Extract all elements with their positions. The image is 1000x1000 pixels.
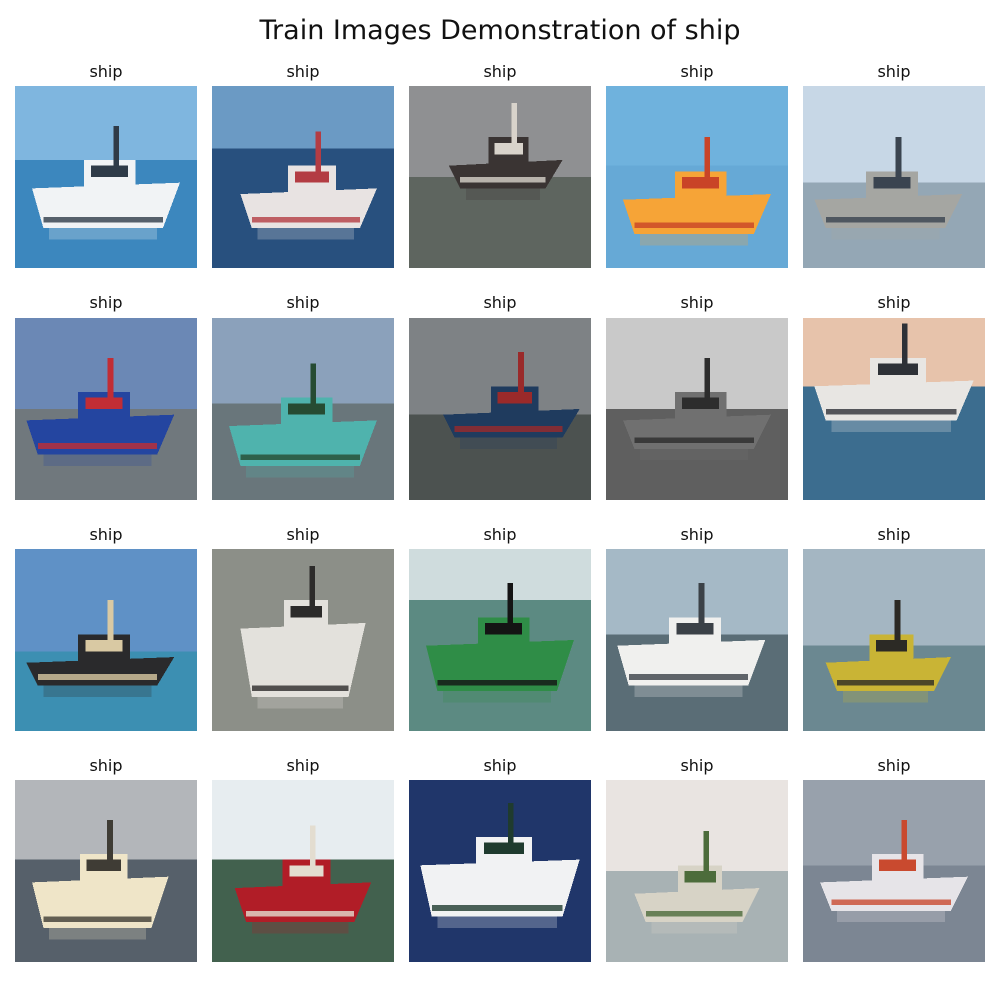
cell-title: ship <box>286 62 320 81</box>
cell-title: ship <box>680 62 714 81</box>
ship-photo-blue-white-red-ferry <box>15 318 197 500</box>
ship-image <box>15 318 197 500</box>
ship-photo-people-on-orange-banana-boat <box>606 86 788 268</box>
ship-image <box>409 549 591 731</box>
cell-title: ship <box>89 62 123 81</box>
ship-image <box>409 780 591 962</box>
cell-title: ship <box>680 525 714 544</box>
cell-title: ship <box>89 525 123 544</box>
ship-photo-red-lighthouse-boat <box>212 780 394 962</box>
cell-title: ship <box>483 525 517 544</box>
ship-photo-small-boat-by-green-hillside <box>606 780 788 962</box>
cell-title: ship <box>483 293 517 312</box>
ship-image <box>606 549 788 731</box>
cell-title: ship <box>89 756 123 775</box>
ship-image <box>15 549 197 731</box>
ship-photo-tugboat-seen-from-above <box>212 549 394 731</box>
ship-image <box>212 86 394 268</box>
ship-photo-dark-ship-under-storm-clouds <box>409 318 591 500</box>
ship-photo-white-boat-on-blue-sea <box>212 86 394 268</box>
ship-photo-green-tanker-aerial-view <box>409 549 591 731</box>
ship-image <box>803 86 985 268</box>
ship-photo-white-powerboat-on-dark-blue-sea <box>409 780 591 962</box>
ship-photo-cargo-ship-on-horizon-grey-sky <box>409 86 591 268</box>
ship-photo-white-speedboat-reflection <box>606 549 788 731</box>
ship-image <box>212 318 394 500</box>
ship-image <box>606 318 788 500</box>
cell-title: ship <box>877 293 911 312</box>
ship-image <box>606 86 788 268</box>
ship-image <box>15 780 197 962</box>
ship-photo-old-boat-moored-at-dock <box>15 549 197 731</box>
cell-title: ship <box>680 756 714 775</box>
cell-title: ship <box>286 756 320 775</box>
ship-photo-cabin-cruiser-in-haze <box>803 86 985 268</box>
cell-title: ship <box>680 293 714 312</box>
ship-photo-white-motorboat-speeding-through-waves <box>15 86 197 268</box>
ship-photo-cream-trawler-in-harbour <box>15 780 197 962</box>
ship-image <box>606 780 788 962</box>
ship-photo-yellow-workboat-in-calm-water <box>803 549 985 731</box>
cell-title: ship <box>89 293 123 312</box>
ship-photo-white-yacht-with-caption-strip <box>803 318 985 500</box>
cell-title: ship <box>877 525 911 544</box>
cell-title: ship <box>877 756 911 775</box>
ship-image <box>409 86 591 268</box>
ship-photo-fishing-boat-with-orange-crew <box>803 780 985 962</box>
ship-image <box>212 780 394 962</box>
figure-title: Train Images Demonstration of ship <box>259 15 741 46</box>
cell-title: ship <box>286 525 320 544</box>
ship-image <box>803 780 985 962</box>
cell-title: ship <box>483 62 517 81</box>
cell-title: ship <box>483 756 517 775</box>
ship-image <box>803 318 985 500</box>
ship-image <box>212 549 394 731</box>
ship-image <box>409 318 591 500</box>
ship-photo-grayscale-warship-photo <box>606 318 788 500</box>
ship-image <box>15 86 197 268</box>
ship-image <box>803 549 985 731</box>
ship-photo-teal-fishing-boat-in-harbour <box>212 318 394 500</box>
cell-title: ship <box>286 293 320 312</box>
cell-title: ship <box>877 62 911 81</box>
